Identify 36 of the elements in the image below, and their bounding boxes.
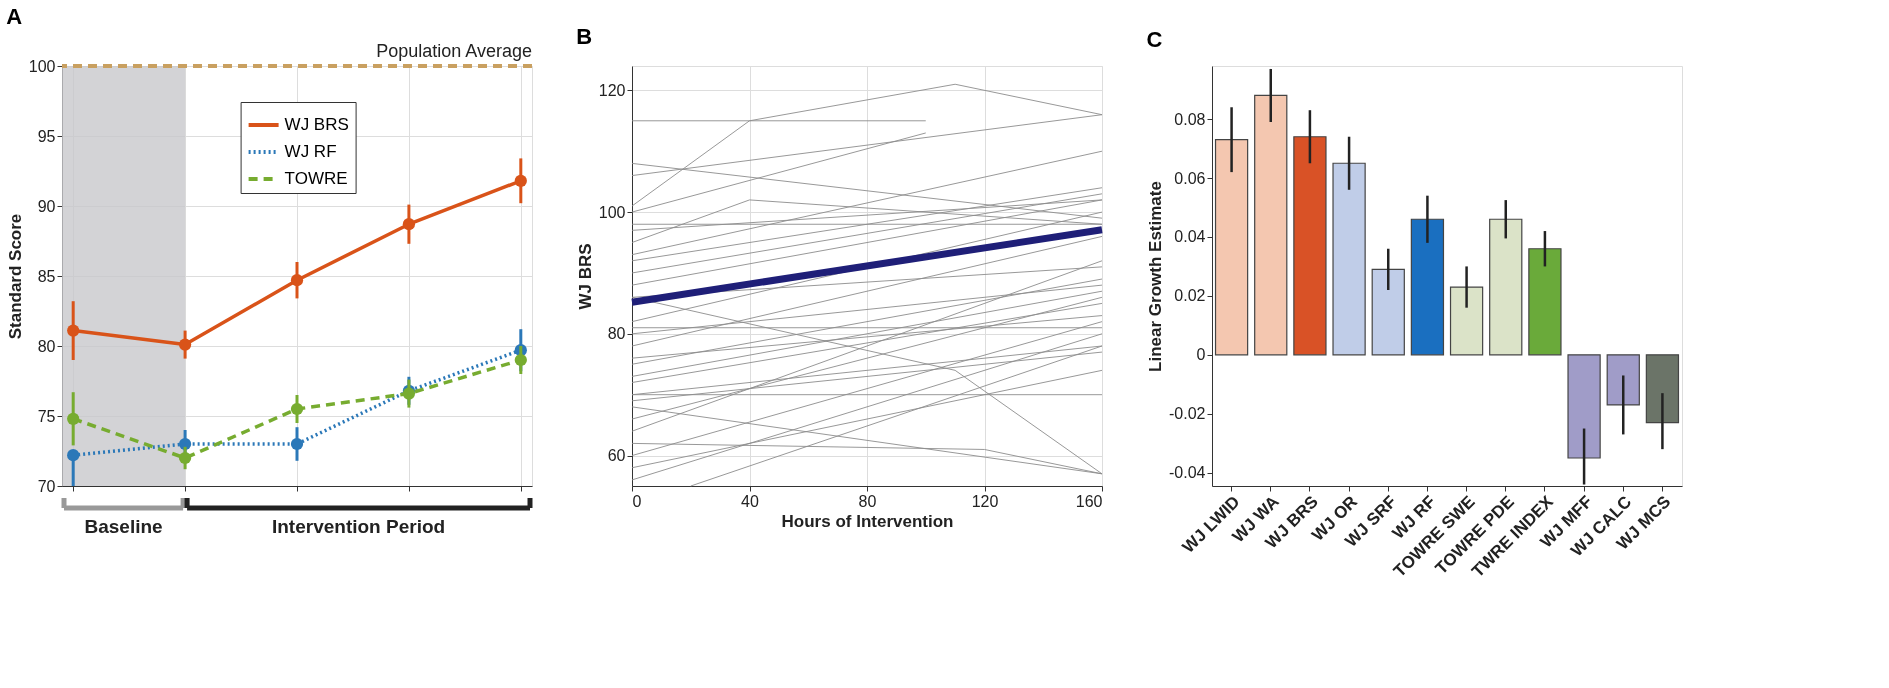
y-tick-label: 0: [1196, 346, 1206, 364]
y-axis-title: Linear Growth Estimate: [1146, 181, 1166, 372]
text: Baseline: [84, 516, 163, 537]
chart-title: C: [1146, 27, 1163, 52]
x-tick-label: 40: [741, 492, 759, 510]
y-tick-label: 70: [37, 477, 56, 495]
y-tick-label: 85: [37, 267, 56, 285]
chart-title: A: [6, 4, 23, 29]
y-tick-label: 95: [37, 127, 56, 145]
ref-line-label: Population Average: [376, 41, 532, 61]
legend-label: WJ BRS: [284, 115, 349, 134]
y-axis-title: Standard Score: [5, 213, 25, 340]
x-tick-label: 80: [858, 492, 877, 510]
y-tick-label: -0.02: [1169, 405, 1206, 423]
chart-title: B: [576, 24, 593, 50]
y-tick-label: 80: [607, 325, 626, 343]
y-axis-title: WJ BRS: [575, 243, 595, 310]
legend-label: TOWRE: [284, 169, 348, 188]
text: Intervention Period: [271, 516, 446, 537]
y-tick-label: -0.04: [1169, 464, 1206, 482]
y-tick-label: 80: [37, 337, 56, 355]
x-tick-label: 160: [1075, 492, 1103, 510]
y-tick-label: 100: [28, 57, 56, 75]
y-tick-label: 75: [37, 407, 56, 425]
y-tick-label: 100: [598, 203, 626, 221]
y-tick-label: 90: [37, 197, 56, 215]
y-tick-label: 0.04: [1174, 228, 1206, 246]
y-tick-label: 120: [598, 81, 626, 99]
x-tick-label: 0: [632, 492, 642, 510]
x-axis-title: Hours of Intervention: [781, 511, 954, 531]
y-tick-label: 0.02: [1174, 287, 1206, 305]
y-tick-label: 60: [607, 447, 626, 465]
y-tick-label: 0.08: [1174, 110, 1206, 128]
y-tick-label: 0.06: [1174, 169, 1206, 187]
x-tick-label: 120: [971, 492, 999, 510]
legend-label: WJ RF: [284, 142, 337, 161]
